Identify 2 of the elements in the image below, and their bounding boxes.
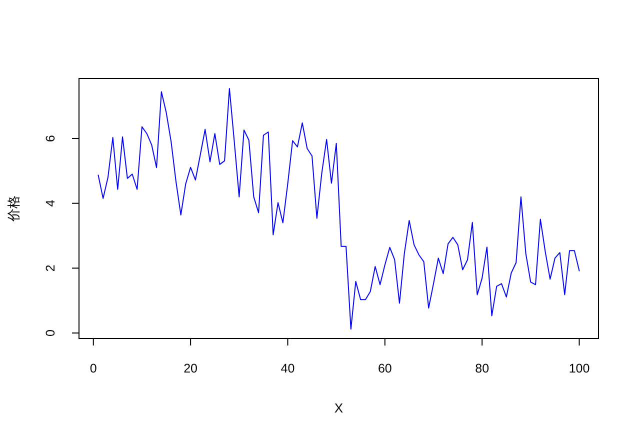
ylabel: 价格: [6, 196, 21, 222]
xlabel: X: [334, 400, 344, 416]
